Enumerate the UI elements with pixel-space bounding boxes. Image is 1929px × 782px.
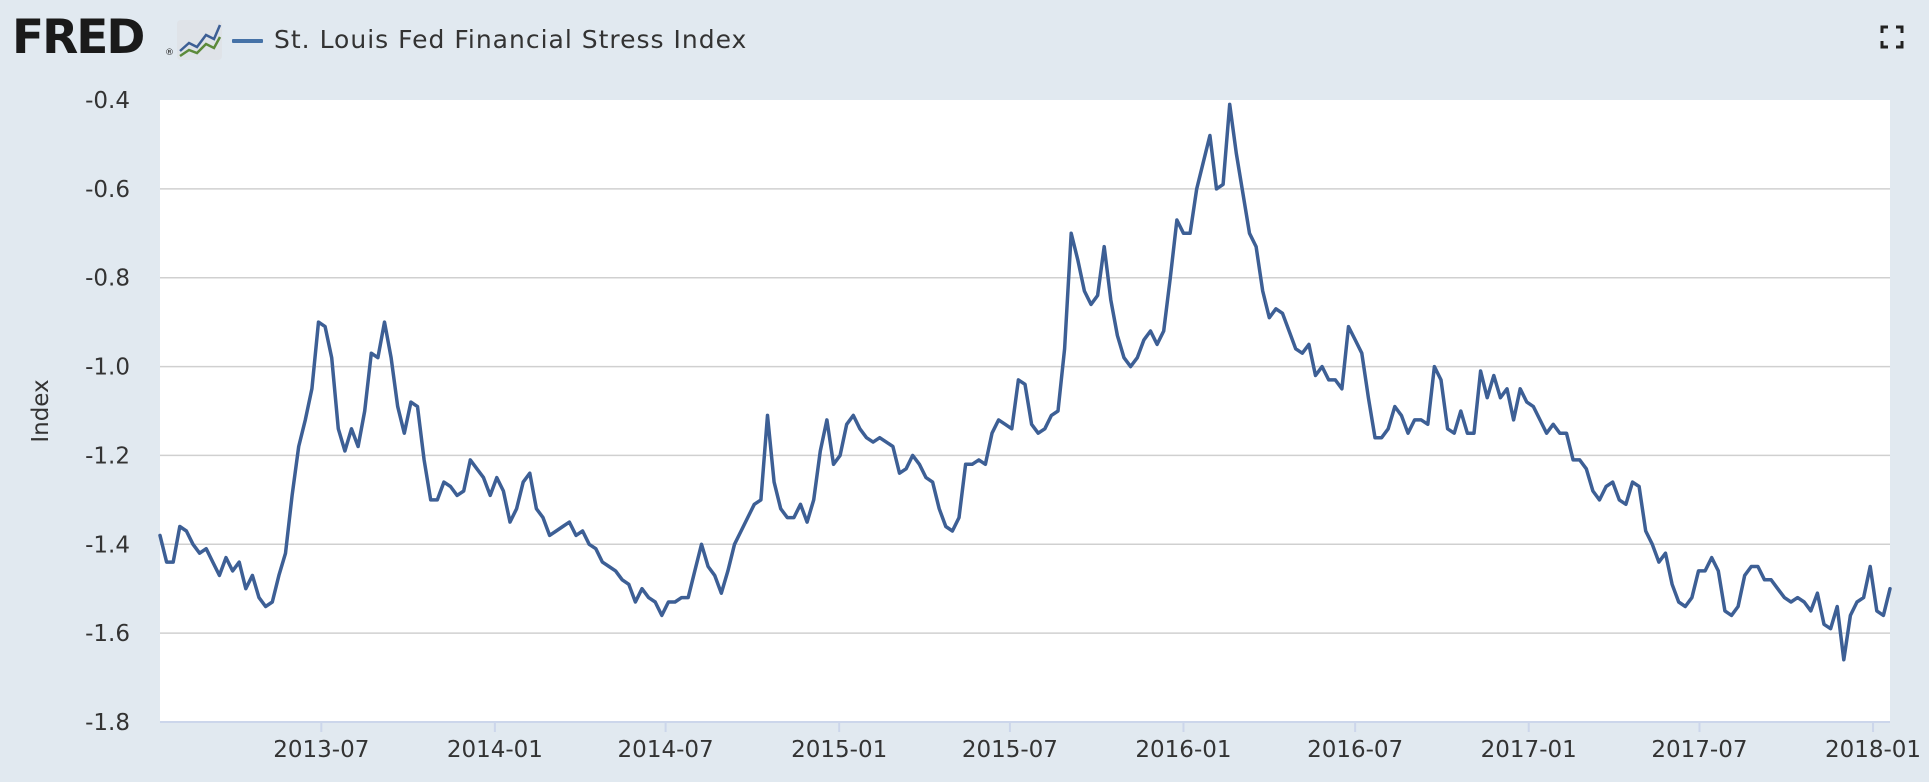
plot-area	[160, 100, 1890, 722]
series-group	[158, 102, 1892, 662]
y-tick-label: -1.2	[85, 443, 130, 469]
y-tick-label: -1.6	[85, 621, 130, 647]
legend-swatch	[232, 39, 263, 43]
y-tick-label: -1.0	[85, 355, 130, 381]
y-axis-label: Index	[28, 379, 54, 442]
fullscreen-icon[interactable]	[1880, 25, 1904, 49]
line-graph-icon	[177, 20, 222, 60]
y-tick-label: -0.8	[85, 266, 130, 292]
series-title: St. Louis Fed Financial Stress Index	[274, 25, 748, 54]
x-tick-label: 2014-01	[447, 737, 543, 763]
y-tick-label: -0.4	[85, 88, 130, 114]
x-tick-label: 2017-07	[1651, 737, 1747, 763]
y-axis: -0.4 -0.6 -0.8 -1.0 -1.2 -1.4 -1.6 -1.8	[85, 88, 130, 736]
y-tick-label: -1.8	[85, 710, 130, 736]
x-tick-label: 2015-01	[791, 737, 887, 763]
x-tick-label: 2013-07	[273, 737, 369, 763]
x-axis: 2013-07 2014-01 2014-07 2015-01 2015-07 2016-…	[160, 721, 1921, 763]
chart-header: FRED ® St. Louis Fed Financial Stress In…	[0, 0, 1929, 88]
registered-mark: ®	[165, 48, 174, 58]
y-tick-label: -1.4	[85, 532, 130, 558]
fred-logo[interactable]: FRED	[12, 10, 145, 65]
x-tick-label: 2015-07	[962, 737, 1058, 763]
x-tick-label: 2016-01	[1135, 737, 1231, 763]
x-tick-label: 2016-07	[1307, 737, 1403, 763]
x-tick-label: 2014-07	[618, 737, 714, 763]
x-tick-label: 2018-01	[1825, 737, 1921, 763]
series-line	[158, 102, 1892, 662]
x-tick-label: 2017-01	[1481, 737, 1577, 763]
y-tick-label: -0.6	[85, 177, 130, 203]
